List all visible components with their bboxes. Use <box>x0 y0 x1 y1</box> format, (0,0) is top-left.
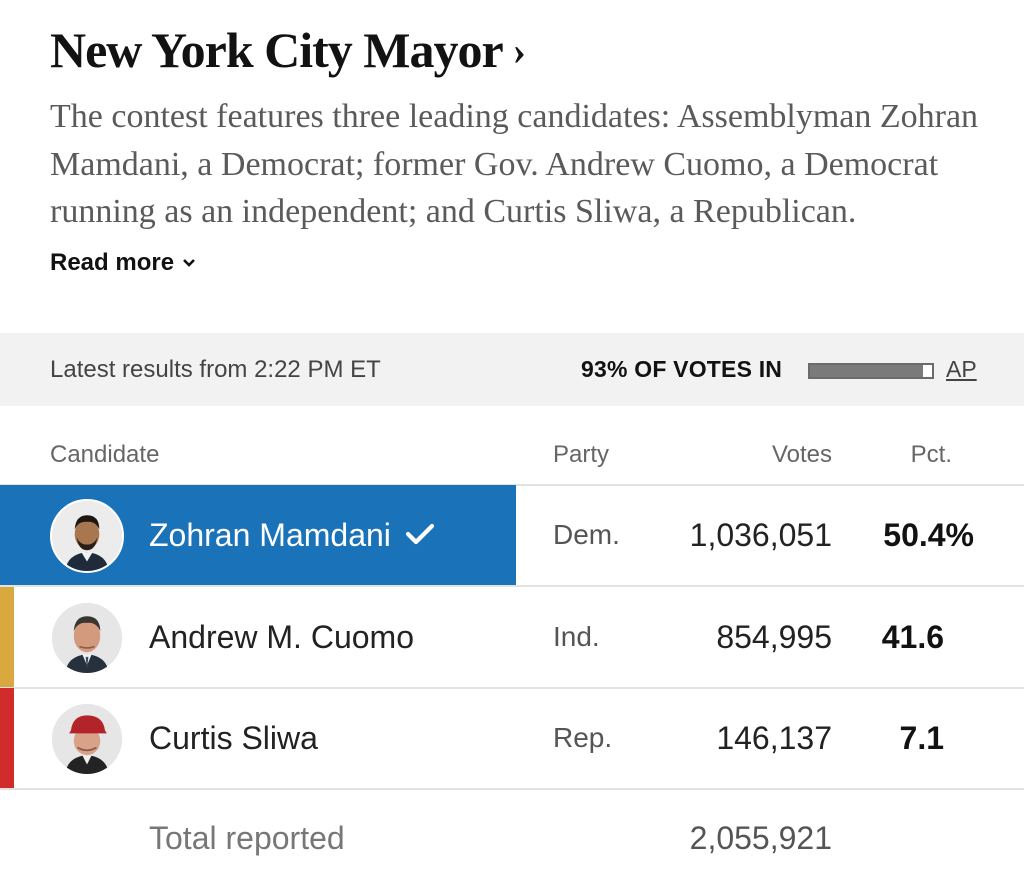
candidate-votes: 854,995 <box>716 619 832 655</box>
race-summary-text: The contest features three leading candi… <box>50 98 979 230</box>
candidate-pct: 7.1 <box>899 720 944 756</box>
latest-results-timestamp: Latest results from 2:22 PM ET <box>50 356 381 383</box>
column-header-candidate: Candidate <box>50 441 160 468</box>
candidate-name-text: Zohran Mamdani <box>149 517 391 553</box>
candidate-name: Andrew M. Cuomo <box>149 619 414 655</box>
party-color-stripe <box>0 587 14 687</box>
column-header-pct: Pct. <box>910 441 952 468</box>
candidate-pct: 50.4% <box>883 517 974 553</box>
candidate-party: Dem. <box>553 519 620 550</box>
candidate-name: Zohran Mamdani <box>149 485 435 588</box>
chevron-down-icon <box>182 237 196 285</box>
candidate-party: Ind. <box>553 621 600 652</box>
column-header-party: Party <box>553 441 610 468</box>
candidate-row-mamdani[interactable]: Zohran Mamdani Dem. 1,036,051 50.4% <box>0 485 1024 588</box>
race-title[interactable]: New York City Mayor › <box>50 18 526 86</box>
total-reported-votes: 2,055,921 <box>689 820 832 856</box>
votes-reported-progress-bar <box>808 363 934 379</box>
row-divider <box>0 687 1024 689</box>
candidate-party: Rep. <box>553 722 613 753</box>
candidate-votes: 1,036,051 <box>689 517 832 553</box>
checkmark-icon <box>405 485 435 585</box>
total-reported-label: Total reported <box>149 820 345 856</box>
candidate-pct: 41.6 <box>881 619 944 655</box>
votes-reported-label: 93% OF VOTES IN <box>581 356 783 382</box>
party-color-stripe <box>0 688 14 788</box>
read-more-label: Read more <box>50 248 175 276</box>
read-more-button[interactable]: Read more <box>50 249 196 276</box>
candidate-row-cuomo[interactable]: Andrew M. Cuomo Ind. 854,995 41.6 <box>0 587 1024 689</box>
avatar-cuomo <box>50 601 124 675</box>
column-header-votes: Votes <box>771 441 832 468</box>
row-divider <box>0 585 1024 587</box>
ap-source-link[interactable]: AP <box>946 356 977 382</box>
candidate-votes: 146,137 <box>716 720 832 756</box>
chevron-right-icon: › <box>512 28 526 73</box>
row-divider <box>0 788 1024 790</box>
race-title-text: New York City Mayor <box>50 22 504 78</box>
avatar-sliwa <box>50 702 124 776</box>
candidate-row-sliwa[interactable]: Curtis Sliwa Rep. 146,137 7.1 <box>0 688 1024 790</box>
race-summary: The contest features three leading candi… <box>50 93 980 287</box>
votes-reported-progress-fill <box>810 365 924 377</box>
avatar-mamdani <box>50 499 124 573</box>
candidate-name: Curtis Sliwa <box>149 720 318 756</box>
